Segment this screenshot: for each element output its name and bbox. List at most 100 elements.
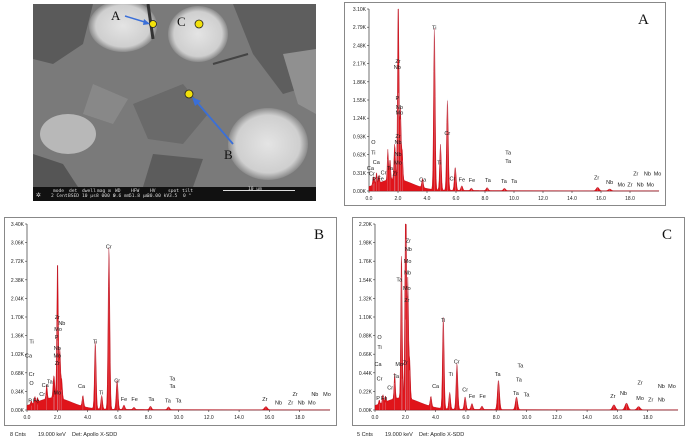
caption-c-counts: 5 Cnts <box>357 432 373 438</box>
eds-b-spectrum <box>26 247 331 411</box>
eds-a-element-label: Ti <box>432 26 436 32</box>
eds-c-element-label: Ta <box>524 392 531 398</box>
sem-micrograph: A C B ✲ mode 2 Cent det BSED dwell 10 µs… <box>33 4 316 201</box>
sem-mag: mag ⊡ <box>97 189 111 194</box>
eds-c-element-label: Fe <box>469 394 475 400</box>
eds-a-element-label: Mo <box>394 161 402 167</box>
eds-a-element-label: Ta <box>505 159 512 165</box>
caption-c-detector: Det: Apollo X-SDD <box>419 432 465 438</box>
eds-a-element-label: Nb <box>396 105 403 111</box>
eds-c-element-label: Cr <box>454 360 460 366</box>
eds-a-element-label: Nb <box>644 172 651 178</box>
sem-hfw: HFW <box>131 189 140 194</box>
eds-c-element-label: Ta <box>516 377 523 383</box>
eds-a-element-label: Cr <box>449 176 455 182</box>
eds-b-element-label: Ta <box>148 397 155 403</box>
eds-c-element-label: Cr <box>462 387 468 393</box>
eds-a-xtick-label: 0.0 <box>366 196 373 202</box>
caption-b-kev: 19.000 keV <box>38 432 66 438</box>
eds-b-xtick-label: 4.0 <box>84 415 91 421</box>
eds-c-element-label: Ti <box>449 372 453 378</box>
eds-a-element-label: Mo <box>617 182 625 188</box>
eds-c-element-label: P <box>376 396 380 402</box>
eds-b-element-label: Fe <box>33 398 39 404</box>
eds-b-element-label: Cr <box>106 245 112 251</box>
sem-wd: WD <box>115 189 121 194</box>
eds-b-element-label: Cr <box>114 379 120 385</box>
eds-c-element-label: O <box>377 335 382 341</box>
eds-b-element-label: Fe <box>131 397 137 403</box>
eds-b-element-label: Ta <box>176 398 183 404</box>
eds-b-element-label: Nb <box>298 401 305 407</box>
sem-spot: spot <box>168 189 180 194</box>
eds-c-element-label: Nb <box>658 398 665 404</box>
sem-dwell-value: 10 µs <box>82 194 96 199</box>
eds-spectrum-a: 0.00K 0.31K 0.62K 0.93K 1.24K 1.55K 1.86K 2.17K… <box>344 2 666 206</box>
eds-b-element-label: Mo <box>323 392 331 398</box>
caption-b-counts: 8 Cnts <box>10 432 26 438</box>
eds-c-ytick-label: 1.54K <box>359 278 373 284</box>
eds-b-xtick-label: 2.0 <box>54 415 61 421</box>
eds-b-element-label: Ca <box>42 383 50 389</box>
eds-c-xtick-label: 10.0 <box>522 415 532 421</box>
sem-tilt-value: 0 ° <box>183 194 192 199</box>
eds-c-element-label: Ta <box>495 372 502 378</box>
eds-a-ytick-label: 1.86K <box>353 80 367 86</box>
eds-b-element-label: Zr <box>288 401 293 407</box>
eds-b-xtick-label: 6.0 <box>114 415 121 421</box>
eds-b-element-label: Mo <box>53 353 61 359</box>
eds-c-plot: 0.00K 0.22K 0.44K 0.66K 0.88K 1.10K 1.32K 1.54K… <box>359 222 679 421</box>
eds-b-element-label: Nb <box>275 401 282 407</box>
sem-scale-bar <box>223 188 295 191</box>
sem-image: A C B <box>33 4 316 201</box>
sem-mag-value: 8 000 x <box>96 194 116 199</box>
sem-hfw-value: 51.8 µm <box>129 194 149 199</box>
eds-c-xtick-label: 8.0 <box>493 415 500 421</box>
eds-b-element-label: Ta <box>170 376 177 382</box>
sem-hv: HV <box>150 189 156 194</box>
eds-c-ytick-label: 1.10K <box>359 315 373 321</box>
panel-label-c: C <box>662 227 673 243</box>
eds-c-xtick-label: 16.0 <box>613 415 623 421</box>
marker-b-label: B <box>224 147 233 162</box>
eds-a-element-label: Zr <box>392 172 397 178</box>
eds-a-xtick-label: 6.0 <box>453 196 460 202</box>
eds-a-element-label: Nb <box>394 65 401 71</box>
eds-a-element-label: Nb <box>394 140 401 146</box>
eds-c-element-label: Nb <box>620 391 627 397</box>
eds-b-ytick-label: 3.06K <box>11 241 25 247</box>
eds-a-element-label: Nb <box>606 180 613 186</box>
eds-c-element-label: Zr <box>404 298 409 304</box>
fei-logo-icon: ✲ <box>36 190 41 199</box>
eds-b-ytick-label: 3.40K <box>11 222 25 228</box>
eds-b-element-label: Ca <box>25 353 33 359</box>
eds-a-ytick-label: 2.79K <box>353 25 367 31</box>
eds-a-ytick-label: 0.93K <box>353 134 367 140</box>
eds-c-ytick-label: 0.44K <box>359 371 373 377</box>
eds-c-element-label: Nb <box>658 384 665 390</box>
eds-b-element-label: O <box>29 381 34 387</box>
panel-label-b: B <box>314 227 325 243</box>
eds-a-element-label: Nb <box>637 182 644 188</box>
eds-b-element-label: Nb <box>54 346 61 352</box>
eds-a-xtick-label: 14.0 <box>567 196 577 202</box>
eds-b-ytick-label: 1.02K <box>11 352 25 358</box>
eds-a-ytick-label: 0.00K <box>353 189 367 195</box>
eds-a-element-label: Zr <box>395 59 400 65</box>
eds-a-xtick-label: 2.0 <box>395 196 402 202</box>
eds-c-ytick-label: 1.98K <box>359 241 373 247</box>
eds-a-ytick-label: 0.62K <box>353 153 367 159</box>
sem-det-value: BSED <box>68 194 80 199</box>
eds-c-ytick-label: 1.76K <box>359 259 373 265</box>
eds-c-element-label: Mo <box>636 396 644 402</box>
eds-c-element-label: Ca <box>375 362 383 368</box>
eds-b-element-label: Nb <box>58 321 65 327</box>
eds-a-element-label: Zr <box>395 134 400 140</box>
eds-a-element-label: Zr <box>633 172 638 178</box>
eds-b-ytick-label: 2.38K <box>11 278 25 284</box>
eds-a-ytick-label: 2.17K <box>353 62 367 68</box>
caption-c-kev: 19.000 keV <box>385 432 413 438</box>
eds-c-element-label: Ta <box>513 391 520 397</box>
eds-b-xtick-label: 8.0 <box>145 415 152 421</box>
sem-wd-value: 9.6 mm <box>113 194 130 199</box>
